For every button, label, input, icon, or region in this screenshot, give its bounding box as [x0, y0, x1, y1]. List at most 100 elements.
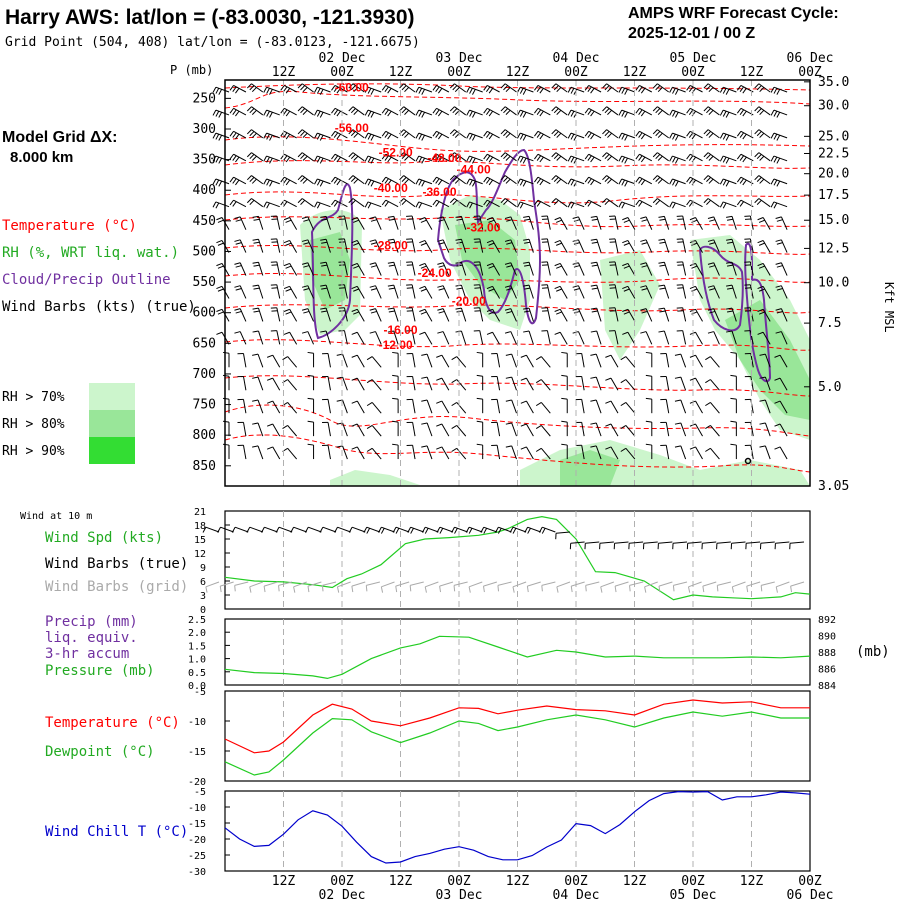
height-tick-label: 5.0: [818, 380, 841, 395]
top-hour-label: 00Z: [447, 65, 471, 80]
bottom-date-label: 06 Dec: [787, 888, 834, 900]
wind-barb-feather: [218, 266, 224, 268]
panel-y-tick: -30: [188, 867, 206, 878]
precip-accum-label: 3-hr accum: [45, 646, 129, 662]
surface-panel-3: -5-10-15-20: [188, 687, 810, 788]
surface-panel-4: -5-10-15-20-25-30: [188, 787, 810, 878]
wind-barb-feather: [216, 203, 219, 208]
wind-barb-feather: [216, 286, 222, 288]
pressure-tick-label: 850: [193, 459, 216, 474]
panel-y2-tick: 884: [818, 681, 836, 692]
panel-y-tick: -10: [188, 717, 206, 728]
cycle-heading: AMPS WRF Forecast Cycle:: [628, 5, 839, 22]
page-title: Harry AWS: lat/lon = (-83.0030, -121.393…: [5, 6, 415, 29]
panel-y-tick: 3: [200, 591, 206, 602]
surface-grid-barb: [206, 582, 219, 587]
pressure-tick-label: 350: [193, 153, 216, 168]
wind-barb-feather: [216, 157, 219, 162]
panel-y-tick: -5: [194, 687, 206, 698]
wind-barbs-grid-label: Wind Barbs (grid): [45, 579, 188, 595]
isotherm-label: -44.00: [457, 162, 491, 176]
height-tick-label: 10.0: [818, 276, 849, 291]
surface-grid-barb-feather: [454, 585, 455, 591]
bottom-date-label: 03 Dec: [436, 888, 483, 900]
bottom-hour-label: 12Z: [272, 874, 296, 889]
top-date-label: 02 Dec: [319, 51, 366, 66]
top-hour-label: 00Z: [681, 65, 705, 80]
bottom-date-label: 04 Dec: [553, 888, 600, 900]
panel-y-tick: 2.5: [188, 615, 206, 626]
legend-rh90-swatch: [89, 437, 135, 464]
bottom-hour-label: 00Z: [798, 874, 822, 889]
surface-grid-barb-feather: [322, 585, 323, 591]
pressure-tick-label: 300: [193, 122, 216, 137]
precip-liq-label: liq. equiv.: [45, 630, 138, 646]
wind-barb-feather: [219, 135, 222, 140]
top-hour-label: 12Z: [506, 65, 530, 80]
wind-barb-feather: [216, 88, 219, 93]
top-hour-label: 12Z: [389, 65, 413, 80]
surface-wind-barb: [206, 527, 219, 532]
wind-barb-feather: [219, 158, 222, 163]
height-axis-label: Kft MSL: [882, 282, 896, 333]
isotherm-label: -32.00: [466, 221, 500, 235]
wind-barb-feather: [213, 110, 216, 115]
wind-barb-feather: [219, 112, 222, 117]
pressure-tick-label: 400: [193, 183, 216, 198]
panel-y-tick: 15: [194, 535, 206, 546]
pressure-tick-label: 450: [193, 214, 216, 229]
pressure-unit-label: (mb): [856, 644, 890, 660]
legend-rh70-swatch: [89, 383, 135, 410]
isotherm-label: -24.00: [418, 266, 452, 280]
bottom-date-label: 05 Dec: [670, 888, 717, 900]
height-tick-label: 3.05: [818, 479, 849, 494]
panel-y2-tick: 886: [818, 665, 836, 676]
height-tick-label: 25.0: [818, 129, 849, 144]
pressure-tick-label: 250: [193, 91, 216, 106]
panel-y-tick: -25: [188, 851, 206, 862]
top-date-label: 05 Dec: [670, 51, 717, 66]
surface-grid-barb-feather: [410, 585, 411, 591]
windchill-label: Wind Chill T (°C): [45, 824, 188, 840]
surface-grid-barb-feather: [206, 587, 207, 593]
top-date-label: 06 Dec: [787, 51, 834, 66]
top-hour-label: 12Z: [740, 65, 764, 80]
top-hour-label: 00Z: [330, 65, 354, 80]
surface-grid-barb-feather: [498, 585, 499, 591]
panel-y-tick: 12: [194, 549, 206, 560]
panel-y-tick: -15: [188, 819, 206, 830]
panel-y2-tick: 892: [818, 615, 836, 626]
wind-barb-feather: [216, 111, 219, 116]
pressure-tick-label: 600: [193, 306, 216, 321]
surface-grid-barb-feather: [220, 586, 221, 592]
panel-y-tick: 2.0: [188, 628, 206, 639]
wind-barb-feather: [216, 240, 222, 242]
panel-y-tick: 1.5: [188, 641, 206, 652]
cross-section-panel: -60.00-56.00-52.00-48.00-44.00-40.00-36.…: [213, 80, 810, 486]
surface-grid-barb-feather: [630, 585, 631, 591]
wind-speed-label: Wind Spd (kts): [45, 530, 163, 546]
wind-barb-feather: [216, 134, 219, 139]
isotherm-label: -12.00: [379, 338, 413, 352]
isotherm-label: -36.00: [422, 185, 456, 199]
wind-barb-feather: [218, 289, 224, 291]
bottom-date-label: 02 Dec: [319, 888, 366, 900]
surface-grid-barb-feather: [542, 585, 543, 591]
wind-barbs-true-label: Wind Barbs (true): [45, 556, 188, 572]
pressure-axis-label: P (mb): [170, 63, 213, 77]
top-hour-label: 12Z: [623, 65, 647, 80]
surface-grid-barb-feather: [235, 585, 236, 591]
pressure-tick-label: 550: [193, 275, 216, 290]
pressure-label: Pressure (mb): [45, 663, 155, 679]
wind-barb-feather: [216, 218, 222, 220]
wind-barb-feather: [219, 181, 222, 186]
pressure-tick-label: 650: [193, 336, 216, 351]
wind-barb-feather: [219, 89, 222, 94]
legend-rh80-label: RH > 80%: [2, 417, 65, 432]
surface-grid-barb-feather: [673, 585, 674, 591]
top-hour-label: 12Z: [272, 65, 296, 80]
